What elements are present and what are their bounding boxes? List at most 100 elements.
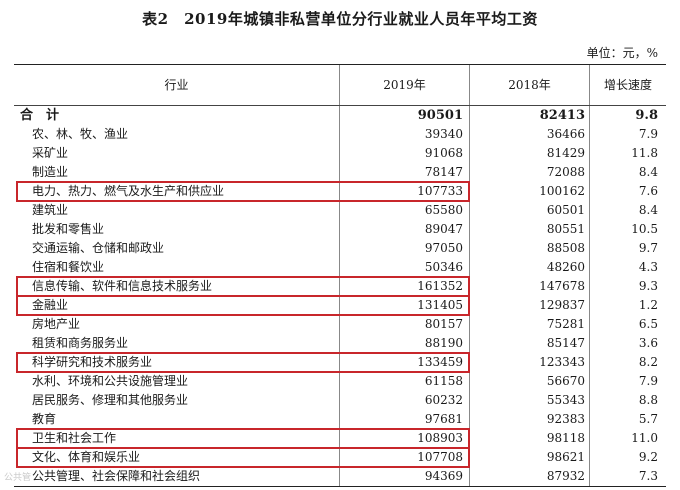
cell-growth: 9.2	[638, 450, 658, 464]
cell-2019: 50346	[340, 258, 470, 277]
cell-2019: 90501	[340, 106, 470, 125]
cell-industry: 房地产业	[14, 315, 340, 334]
cell-2018: 92383	[470, 410, 590, 429]
cell-growth: 7.6	[638, 184, 658, 198]
cell-2018: 147678	[470, 277, 590, 296]
cell-industry: 合 计	[14, 106, 340, 125]
table-row: 电力、热力、燃气及水生产和供应业 107733 100162 7.6	[14, 182, 666, 201]
cell-2019: 80157	[340, 315, 470, 334]
cell-industry: 电力、热力、燃气及水生产和供应业	[14, 182, 340, 201]
table-row: 住宿和餐饮业 50346 48260 4.3	[14, 258, 666, 277]
cell-growth: 8.4	[638, 203, 658, 217]
cell-2018: 85147	[470, 334, 590, 353]
cell-industry: 金融业	[14, 296, 340, 315]
cell-growth: 8.8	[638, 393, 658, 407]
table-row: 居民服务、修理和其他服务业 60232 55343 8.8	[14, 391, 666, 410]
cell-2019: 91068	[340, 144, 470, 163]
table-row: 卫生和社会工作 108903 98118 11.0	[14, 429, 666, 448]
cell-industry: 教育	[14, 410, 340, 429]
table-row: 金融业 131405 129837 1.2	[14, 296, 666, 315]
cell-industry: 公共管理、社会保障和社会组织	[14, 467, 340, 486]
cell-2018: 82413	[470, 106, 590, 125]
cell-industry: 卫生和社会工作	[14, 429, 340, 448]
cell-growth: 4.3	[638, 260, 658, 274]
table-row: 租赁和商务服务业 88190 85147 3.6	[14, 334, 666, 353]
cell-industry: 农、林、牧、渔业	[14, 125, 340, 144]
cell-2018: 55343	[470, 391, 590, 410]
unit-label: 单位：元，%	[586, 46, 658, 60]
cell-2019: 97681	[340, 410, 470, 429]
cell-2018: 80551	[470, 220, 590, 239]
cell-2019: 60232	[340, 391, 470, 410]
cell-2018: 56670	[470, 372, 590, 391]
cell-growth: 10.5	[631, 222, 658, 236]
table-row: 水利、环境和公共设施管理业 61158 56670 7.9	[14, 372, 666, 391]
cell-2018: 129837	[470, 296, 590, 315]
cell-industry: 文化、体育和娱乐业	[14, 448, 340, 467]
watermark-text: 公共管	[4, 473, 32, 483]
cell-growth: 11.0	[631, 431, 658, 445]
cell-growth: 1.2	[638, 298, 658, 312]
cell-2019: 39340	[340, 125, 470, 144]
cell-2019: 131405	[340, 296, 470, 315]
table-row: 公共管理、社会保障和社会组织 94369 87932 7.3	[14, 467, 666, 486]
table-row: 制造业 78147 72088 8.4	[14, 163, 666, 182]
cell-growth: 9.3	[638, 279, 658, 293]
cell-2018: 36466	[470, 125, 590, 144]
cell-growth: 7.3	[638, 469, 658, 483]
cell-industry: 批发和零售业	[14, 220, 340, 239]
table-body: 合 计 90501 82413 9.8 农、林、牧、渔业 39340 36466 7.9 采矿业…	[14, 106, 666, 486]
cell-2019: 94369	[340, 467, 470, 486]
cell-2018: 81429	[470, 144, 590, 163]
table-title: 表2 2019年城镇非私营单位分行业就业人员年平均工资	[142, 10, 538, 28]
cell-2018: 48260	[470, 258, 590, 277]
table-row: 教育 97681 92383 5.7	[14, 410, 666, 429]
cell-growth: 5.7	[638, 412, 658, 426]
cell-2018: 87932	[470, 467, 590, 486]
cell-industry: 居民服务、修理和其他服务业	[14, 391, 340, 410]
cell-2019: 78147	[340, 163, 470, 182]
cell-2018: 98118	[470, 429, 590, 448]
cell-industry: 采矿业	[14, 144, 340, 163]
cell-2019: 88190	[340, 334, 470, 353]
cell-industry: 信息传输、软件和信息技术服务业	[14, 277, 340, 296]
cell-growth: 7.9	[638, 374, 658, 388]
cell-2019: 107733	[340, 182, 470, 201]
table-row: 批发和零售业 89047 80551 10.5	[14, 220, 666, 239]
cell-2018: 100162	[470, 182, 590, 201]
table-row-total: 合 计 90501 82413 9.8	[14, 106, 666, 125]
cell-2018: 98621	[470, 448, 590, 467]
cell-growth: 11.8	[631, 146, 658, 160]
header-industry: 行业	[14, 65, 340, 105]
table-row: 采矿业 91068 81429 11.8	[14, 144, 666, 163]
cell-growth: 9.7	[638, 241, 658, 255]
cell-industry: 制造业	[14, 163, 340, 182]
table-row: 房地产业 80157 75281 6.5	[14, 315, 666, 334]
header-growth: 增长速度	[603, 78, 652, 92]
cell-industry: 交通运输、仓储和邮政业	[14, 239, 340, 258]
table-row: 交通运输、仓储和邮政业 97050 88508 9.7	[14, 239, 666, 258]
cell-2018: 88508	[470, 239, 590, 258]
cell-2019: 61158	[340, 372, 470, 391]
header-2018: 2018年	[470, 65, 590, 105]
cell-2019: 107708	[340, 448, 470, 467]
cell-industry: 水利、环境和公共设施管理业	[14, 372, 340, 391]
cell-industry: 住宿和餐饮业	[14, 258, 340, 277]
cell-2018: 60501	[470, 201, 590, 220]
cell-2018: 72088	[470, 163, 590, 182]
cell-growth: 8.4	[638, 165, 658, 179]
cell-growth: 6.5	[638, 317, 658, 331]
cell-growth: 3.6	[638, 336, 658, 350]
cell-industry: 科学研究和技术服务业	[14, 353, 340, 372]
cell-2018: 75281	[470, 315, 590, 334]
cell-2019: 161352	[340, 277, 470, 296]
cell-2018: 123343	[470, 353, 590, 372]
wage-table: 行业 2019年 2018年 增长速度 合 计 90501 82413 9.8 农、林、…	[14, 64, 666, 487]
cell-2019: 133459	[340, 353, 470, 372]
cell-industry: 租赁和商务服务业	[14, 334, 340, 353]
table-row: 科学研究和技术服务业 133459 123343 8.2	[14, 353, 666, 372]
table-row: 农、林、牧、渔业 39340 36466 7.9	[14, 125, 666, 144]
cell-growth: 7.9	[638, 127, 658, 141]
cell-2019: 108903	[340, 429, 470, 448]
cell-2019: 97050	[340, 239, 470, 258]
